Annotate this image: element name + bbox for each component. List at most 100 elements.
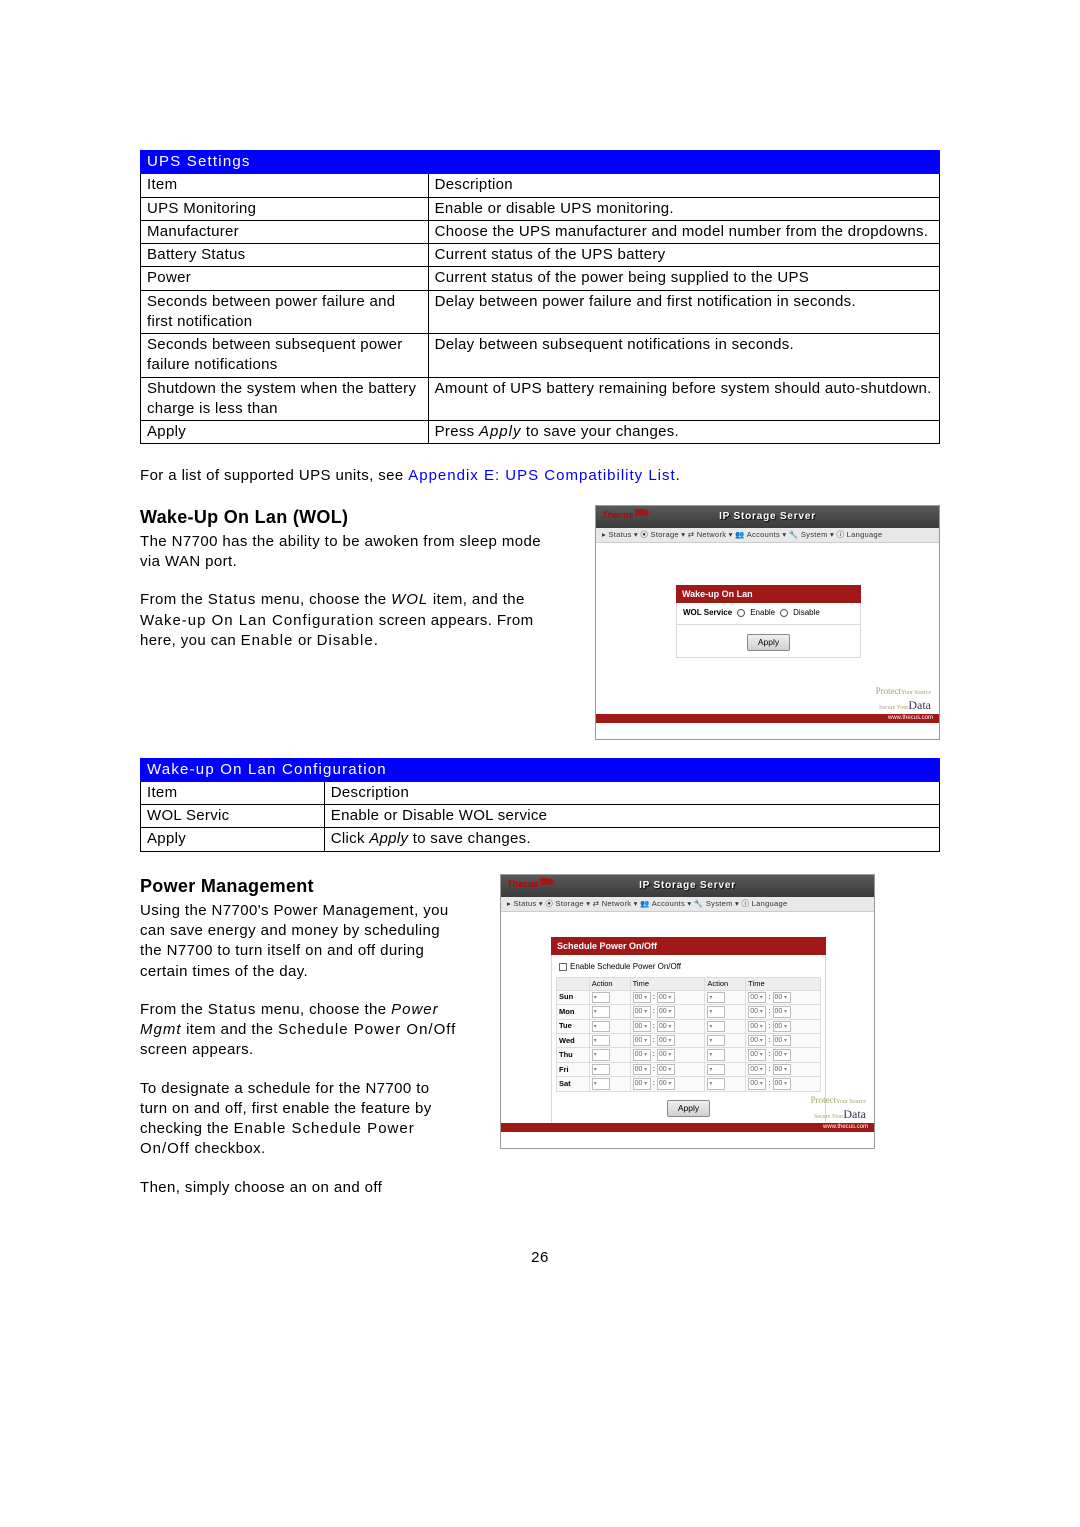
minute-select[interactable]: 00 [657, 992, 675, 1003]
appendix-suffix: . [676, 467, 681, 484]
hour-select[interactable]: 00 [633, 1064, 651, 1075]
page-number: 26 [140, 1248, 940, 1268]
cell-desc: Choose the UPS manufacturer and model nu… [428, 220, 939, 243]
schedule-row: Thu 00 : 00 00 : 00 [557, 1048, 821, 1062]
cell-item: Apply [141, 828, 325, 851]
hour-select[interactable]: 00 [748, 1078, 766, 1089]
cell-item: Battery Status [141, 244, 429, 267]
brand-logo: Thecus [602, 509, 649, 521]
wol-table-header: Wake-up On Lan Configuration [141, 758, 940, 781]
schedule-row: Wed 00 : 00 00 : 00 [557, 1034, 821, 1048]
table-row: Battery StatusCurrent status of the UPS … [141, 244, 940, 267]
action-select[interactable] [592, 1006, 610, 1017]
minute-select[interactable]: 00 [657, 1049, 675, 1060]
action-select[interactable] [592, 1035, 610, 1046]
action-select[interactable] [707, 1021, 725, 1032]
minute-select[interactable]: 00 [657, 1078, 675, 1089]
minute-select[interactable]: 00 [773, 1021, 791, 1032]
schedule-row: Tue 00 : 00 00 : 00 [557, 1019, 821, 1033]
hour-select[interactable]: 00 [633, 1049, 651, 1060]
cell-desc: Amount of UPS battery remaining before s… [428, 377, 939, 421]
radio-disable[interactable] [780, 609, 788, 617]
hour-select[interactable]: 00 [748, 1049, 766, 1060]
minute-select[interactable]: 00 [773, 1035, 791, 1046]
cell-item: Apply [141, 421, 429, 444]
minute-select[interactable]: 00 [773, 1064, 791, 1075]
shot-menu: ▸ Status ▾ ⦿ Storage ▾ ⇄ Network ▾ 👥 Acc… [501, 897, 874, 912]
wol-heading: Wake-Up On Lan (WOL) [140, 505, 555, 529]
protect-tagline: ProtectYour Source Secure YourData [596, 685, 939, 713]
minute-select[interactable]: 00 [773, 1078, 791, 1089]
hour-select[interactable]: 00 [633, 1006, 651, 1017]
table-row: Shutdown the system when the battery cha… [141, 377, 940, 421]
shot-footer: www.thecus.com [596, 714, 939, 723]
minute-select[interactable]: 00 [657, 1035, 675, 1046]
cell-desc: Delay between power failure and first no… [428, 290, 939, 334]
wol-para-1: The N7700 has the ability to be awoken f… [140, 532, 555, 573]
action-select[interactable] [592, 1078, 610, 1089]
table-row: ApplyPress Apply to save your changes. [141, 421, 940, 444]
table-row: ApplyClick Apply to save changes. [141, 828, 940, 851]
cell-desc: Delay between subsequent notifications i… [428, 334, 939, 378]
cell-desc: Enable or Disable WOL service [324, 805, 939, 828]
wol-panel: Wake-up On Lan WOL Service Enable Disabl… [676, 585, 861, 658]
hour-select[interactable]: 00 [748, 1021, 766, 1032]
table-row: UPS MonitoringEnable or disable UPS moni… [141, 197, 940, 220]
appendix-link[interactable]: Appendix E: UPS Compatibility List [408, 467, 675, 484]
wol-col-item: Item [141, 781, 325, 804]
shot-title: IP Storage Server [501, 875, 874, 897]
hour-select[interactable]: 00 [633, 1078, 651, 1089]
schedule-row: Sat 00 : 00 00 : 00 [557, 1077, 821, 1091]
pm-checkbox[interactable] [559, 963, 567, 971]
table-row: PowerCurrent status of the power being s… [141, 267, 940, 290]
minute-select[interactable]: 00 [773, 1006, 791, 1017]
pm-heading: Power Management [140, 874, 460, 898]
action-select[interactable] [707, 992, 725, 1003]
table-row: ManufacturerChoose the UPS manufacturer … [141, 220, 940, 243]
hour-select[interactable]: 00 [748, 1035, 766, 1046]
hour-select[interactable]: 00 [748, 1006, 766, 1017]
pm-enable-row[interactable]: Enable Schedule Power On/Off [559, 962, 821, 973]
cell-desc: Press Apply to save your changes. [428, 421, 939, 444]
minute-select[interactable]: 00 [773, 992, 791, 1003]
hour-select[interactable]: 00 [633, 1035, 651, 1046]
appendix-note: For a list of supported UPS units, see A… [140, 466, 940, 486]
hour-select[interactable]: 00 [633, 992, 651, 1003]
hour-select[interactable]: 00 [748, 1064, 766, 1075]
minute-select[interactable]: 00 [657, 1006, 675, 1017]
minute-select[interactable]: 00 [657, 1021, 675, 1032]
cell-item: UPS Monitoring [141, 197, 429, 220]
action-select[interactable] [592, 1049, 610, 1060]
wol-apply-button[interactable]: Apply [747, 634, 790, 651]
hour-select[interactable]: 00 [748, 992, 766, 1003]
action-select[interactable] [707, 1006, 725, 1017]
action-select[interactable] [592, 992, 610, 1003]
minute-select[interactable]: 00 [657, 1064, 675, 1075]
cell-item: Seconds between power failure and first … [141, 290, 429, 334]
hour-select[interactable]: 00 [633, 1021, 651, 1032]
radio-enable[interactable] [737, 609, 745, 617]
wol-screenshot: Thecus IP Storage Server ▸ Status ▾ ⦿ St… [595, 505, 940, 740]
schedule-table: ActionTimeActionTime Sun 00 : 00 00 : 00… [556, 977, 821, 1092]
action-select[interactable] [707, 1049, 725, 1060]
wol-col-desc: Description [324, 781, 939, 804]
table-row: WOL ServicEnable or Disable WOL service [141, 805, 940, 828]
wol-para-2: From the Status menu, choose the WOL ite… [140, 590, 555, 651]
brand-logo: Thecus [507, 878, 554, 890]
minute-select[interactable]: 00 [773, 1049, 791, 1060]
action-select[interactable] [707, 1064, 725, 1075]
pm-para-2: From the Status menu, choose the Power M… [140, 1000, 460, 1061]
pm-screenshot: Thecus IP Storage Server ▸ Status ▾ ⦿ St… [500, 874, 875, 1149]
action-select[interactable] [707, 1035, 725, 1046]
pm-para-1: Using the N7700's Power Management, you … [140, 901, 460, 982]
wol-service-row: WOL Service Enable Disable [676, 603, 861, 625]
table-row: Seconds between power failure and first … [141, 290, 940, 334]
action-select[interactable] [707, 1078, 725, 1089]
cell-desc: Enable or disable UPS monitoring. [428, 197, 939, 220]
action-select[interactable] [592, 1021, 610, 1032]
appendix-prefix: For a list of supported UPS units, see [140, 467, 408, 484]
schedule-row: Sun 00 : 00 00 : 00 [557, 990, 821, 1004]
action-select[interactable] [592, 1064, 610, 1075]
pm-panel-title: Schedule Power On/Off [551, 937, 826, 955]
protect-tagline: ProtectYour Source Secure YourData [501, 1094, 874, 1122]
